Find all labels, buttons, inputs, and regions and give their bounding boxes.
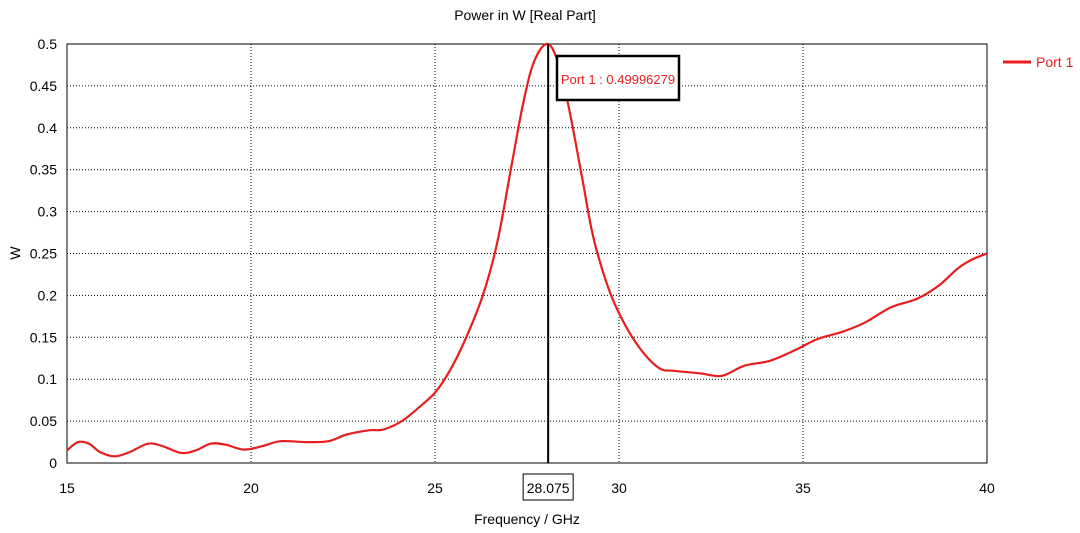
marker-annotation-label: Port 1 : 0.49996279 (561, 72, 675, 87)
y-tick-label: 0.25 (30, 246, 57, 262)
grid-lines (67, 44, 987, 463)
y-tick-label: 0.15 (30, 329, 57, 345)
legend[interactable]: Port 1 (1003, 54, 1074, 70)
y-tick-label: 0.4 (38, 120, 58, 136)
marker-x-readout-label: 28.075 (527, 480, 570, 496)
y-tick-label: 0.1 (38, 371, 58, 387)
legend-entry-port-1: Port 1 (1036, 54, 1074, 70)
chart-title: Power in W [Real Part] (454, 7, 596, 23)
series-line-port-1 (66, 42, 988, 458)
x-tick-label: 35 (795, 480, 811, 496)
x-tick-label: 20 (243, 480, 259, 496)
marker-x-readout: 28.075 (522, 473, 574, 501)
y-tick-label: 0 (49, 455, 57, 471)
y-tick-labels: 0 0.05 0.1 0.15 0.2 0.25 0.3 0.35 0.4 0.45 0.5 (30, 36, 57, 471)
x-axis-label: Frequency / GHz (474, 511, 580, 527)
x-tick-label: 15 (59, 480, 75, 496)
x-tick-label: 40 (979, 480, 995, 496)
x-tick-label: 25 (427, 480, 443, 496)
x-tick-label: 30 (611, 480, 627, 496)
y-tick-label: 0.5 (38, 36, 58, 52)
y-axis-label: W (7, 246, 23, 260)
y-tick-label: 0.45 (30, 78, 57, 94)
marker-annotation: Port 1 : 0.49996279 (555, 54, 681, 102)
x-tick-labels: 15 20 25 30 35 40 (59, 480, 995, 496)
marker-annotation-box (555, 54, 681, 102)
y-tick-label: 0.05 (30, 413, 57, 429)
y-tick-label: 0.35 (30, 162, 57, 178)
y-tick-label: 0.3 (38, 204, 58, 220)
marker-x-readout-box (522, 473, 574, 501)
y-tick-label: 0.2 (38, 287, 58, 303)
